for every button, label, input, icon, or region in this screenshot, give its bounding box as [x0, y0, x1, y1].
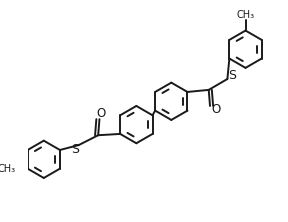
Text: O: O [212, 103, 221, 116]
Text: O: O [96, 107, 106, 120]
Text: CH₃: CH₃ [236, 10, 255, 20]
Text: CH₃: CH₃ [0, 164, 16, 174]
Text: S: S [228, 69, 236, 82]
Text: S: S [71, 143, 79, 156]
